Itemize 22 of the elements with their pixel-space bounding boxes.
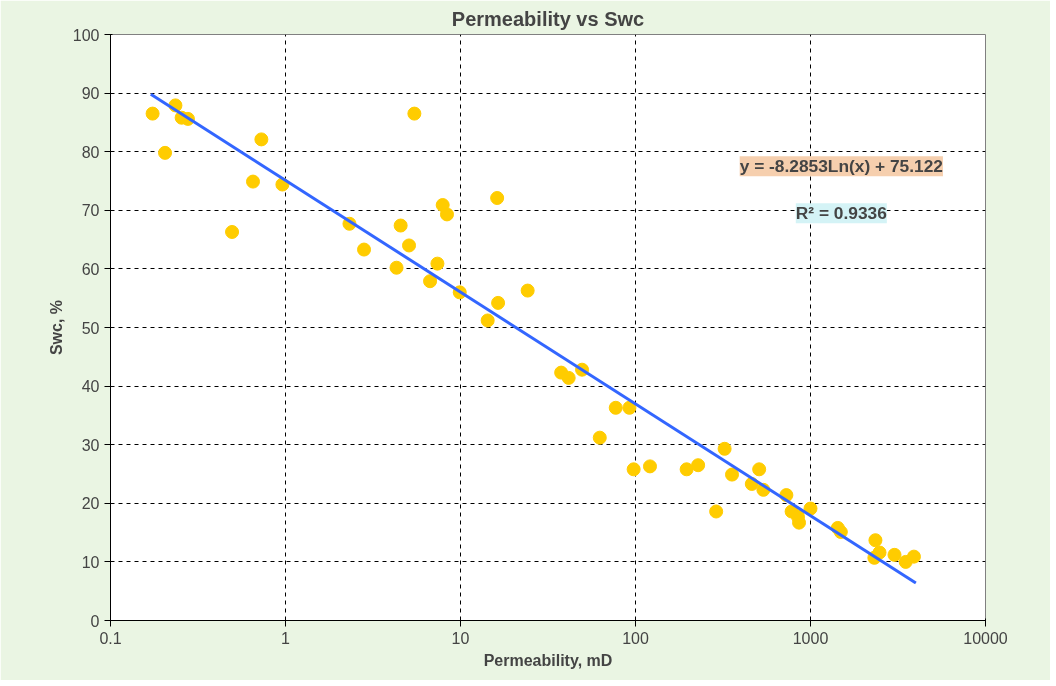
y-tick-label: 10 bbox=[81, 553, 100, 571]
annotation: R² = 0.9336 bbox=[795, 203, 888, 224]
y-tick-label: 60 bbox=[81, 260, 100, 278]
chart-title: Permeability vs Swc bbox=[451, 7, 645, 30]
y-tick-label: 80 bbox=[81, 143, 100, 161]
x-tick-label: 10 bbox=[451, 629, 470, 647]
y-tick-label: 100 bbox=[72, 26, 100, 44]
y-tick-label: 70 bbox=[81, 202, 100, 220]
y-tick-label: 20 bbox=[81, 495, 100, 513]
x-tick-label: 1 bbox=[281, 629, 291, 647]
x-tick-label: 100 bbox=[622, 629, 649, 647]
y-tick-label: 30 bbox=[81, 436, 100, 454]
y-axis-title: Swc, % bbox=[47, 299, 65, 356]
x-tick-label: 10000 bbox=[963, 629, 1008, 647]
annotation: y = -8.2853Ln(x) + 75.122 bbox=[739, 156, 943, 177]
y-tick-label: 90 bbox=[81, 85, 100, 103]
x-axis-title: Permeability, mD bbox=[483, 651, 613, 669]
x-tick-label: 1000 bbox=[792, 629, 829, 647]
x-tick-label: 0.1 bbox=[99, 629, 122, 647]
y-tick-label: 50 bbox=[81, 319, 100, 337]
y-tick-label: 40 bbox=[81, 378, 100, 396]
y-tick-label: 0 bbox=[90, 612, 100, 630]
